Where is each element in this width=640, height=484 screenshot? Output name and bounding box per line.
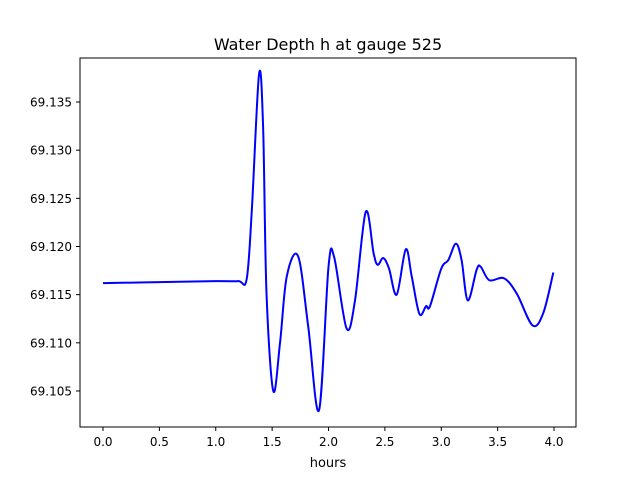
x-tick-label: 2.0 — [319, 435, 338, 449]
x-tick-label: 2.5 — [375, 435, 394, 449]
axes-frame — [79, 57, 577, 428]
x-axis-label: hours — [310, 456, 347, 471]
y-tick-label: 69.120 — [30, 240, 72, 254]
x-tick-label: 1.5 — [263, 435, 282, 449]
y-tick-label: 69.135 — [30, 96, 72, 110]
x-tick-label: 0.5 — [150, 435, 169, 449]
x-tick-label: 4.0 — [544, 435, 563, 449]
x-tick-label: 1.0 — [206, 435, 225, 449]
y-tick-label: 69.105 — [30, 384, 72, 398]
y-tick-label: 69.115 — [30, 288, 72, 302]
y-tick-label: 69.130 — [30, 144, 72, 158]
y-tick-label: 69.125 — [30, 192, 72, 206]
x-tick-label: 3.5 — [488, 435, 507, 449]
x-tick-label: 0.0 — [93, 435, 112, 449]
chart-title: Water Depth h at gauge 525 — [214, 35, 442, 54]
y-tick-label: 69.110 — [30, 336, 72, 350]
x-tick-label: 3.0 — [432, 435, 451, 449]
series-line-h — [102, 70, 555, 413]
